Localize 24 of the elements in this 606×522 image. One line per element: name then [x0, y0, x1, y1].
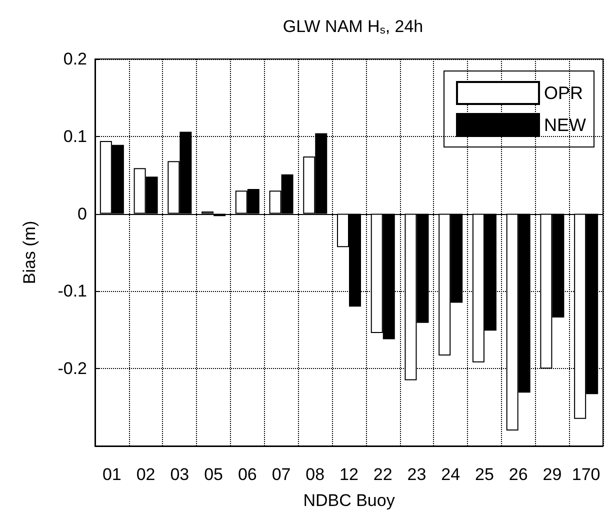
x-tick-label: 25: [475, 465, 494, 484]
x-tick-label: 26: [508, 465, 528, 484]
y-tick-label: 0.2: [63, 50, 87, 68]
x-tick-label: 03: [170, 465, 190, 484]
y-tick-label: -0.2: [58, 359, 87, 378]
x-tick-label: 22: [373, 465, 392, 484]
y-tick-label: -0.1: [58, 282, 87, 301]
x-tick-label: 01: [102, 465, 122, 484]
x-tick-label: 29: [542, 465, 562, 484]
y-axis-title: Bias (m): [20, 220, 39, 284]
x-tick-label: 24: [441, 465, 460, 484]
x-tick-label: 06: [238, 465, 257, 484]
x-axis-title: NDBC Buoy: [303, 491, 396, 510]
y-tick-label: 0.1: [63, 126, 87, 146]
y-tick-label: 0: [78, 204, 87, 224]
x-tick-label: 07: [272, 465, 291, 484]
x-tick-label: 05: [204, 465, 223, 484]
x-tick-label: 02: [136, 465, 156, 484]
x-tick-label: 08: [306, 465, 325, 484]
legend-label: NEW: [544, 115, 586, 135]
legend-label: OPR: [544, 83, 584, 103]
x-tick-label: 12: [340, 465, 358, 484]
x-tick-label: 23: [407, 465, 426, 484]
x-tick-label: 170: [572, 465, 600, 484]
